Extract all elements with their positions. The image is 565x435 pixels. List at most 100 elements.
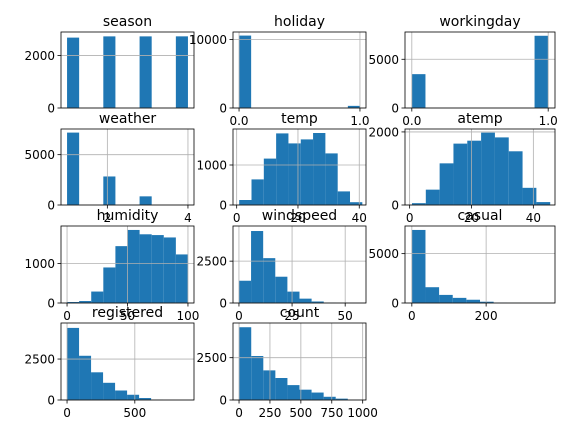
casual-y-tick-label: 0 <box>391 297 399 311</box>
registered-x-tick-label: 500 <box>123 406 146 420</box>
registered-x-tick-label: 0 <box>63 406 71 420</box>
season-y-tick-label: 2000 <box>24 49 55 63</box>
temp-histogram-bar <box>239 200 252 205</box>
windspeed-x-tick-label: 0 <box>235 309 243 323</box>
subplot-season: 0 2000 season <box>24 14 195 116</box>
weather-y-tick-label: 0 <box>47 199 55 213</box>
temp-y-tick-label: 1000 <box>196 159 227 173</box>
temp-histogram-bar <box>350 202 363 205</box>
count-histogram-bar <box>299 389 312 400</box>
workingday-y-tick-label: 0 <box>391 102 399 116</box>
subplot-weather: 2 4 0 5000 weather <box>24 111 195 225</box>
windspeed-histogram-bar <box>238 280 252 303</box>
atemp-histogram-bar <box>481 132 495 205</box>
casual-histogram-bar <box>439 294 453 303</box>
casual-subplot-title: casual <box>458 208 503 224</box>
windspeed-histogram-bar <box>251 231 264 303</box>
registered-histogram-bar <box>115 390 128 400</box>
humidity-histogram-bar <box>139 234 152 303</box>
temp-y-tick-label: 0 <box>219 199 227 213</box>
atemp-histogram-bar <box>411 203 426 205</box>
humidity-histogram-bar <box>115 246 128 303</box>
count-x-tick-label: 1000 <box>347 406 378 420</box>
holiday-histogram-bar <box>347 105 360 108</box>
humidity-histogram-bar <box>91 291 104 303</box>
workingday-subplot-title: workingday <box>439 14 520 30</box>
humidity-histogram-bar <box>175 254 188 303</box>
registered-histogram-bar <box>103 382 116 400</box>
count-histogram-bar <box>251 356 264 400</box>
temp-x-tick-label: 0 <box>233 211 241 225</box>
registered-y-tick-label: 0 <box>47 394 55 408</box>
casual-histogram-bar <box>452 297 467 303</box>
humidity-x-tick-label: 100 <box>177 309 200 323</box>
atemp-histogram-bar <box>453 143 468 205</box>
temp-histogram-bar <box>276 133 289 205</box>
subplot-holiday: 0.0 1.0 0 10000 holiday <box>189 14 370 128</box>
casual-histogram-bar <box>466 299 480 303</box>
humidity-x-tick-label: 0 <box>63 309 71 323</box>
windspeed-histogram-bar <box>287 291 300 303</box>
registered-histogram-bar <box>139 398 152 400</box>
registered-histogram-bar <box>127 394 140 400</box>
atemp-histogram-bar <box>508 151 523 205</box>
atemp-x-tick-label: 20 <box>464 211 479 225</box>
workingday-axes-frame <box>404 31 556 109</box>
workingday-histogram-bar <box>411 74 426 108</box>
humidity-histogram-bar <box>79 301 92 303</box>
temp-x-tick-label: 40 <box>352 211 367 225</box>
weather-histogram-bar <box>139 196 152 205</box>
atemp-histogram-bar <box>522 187 537 205</box>
registered-subplot-title: registered <box>92 305 163 321</box>
temp-subplot-title: temp <box>281 111 318 127</box>
weather-axes-frame <box>60 128 195 206</box>
subplot-atemp: 0 20 40 0 2000 atemp <box>368 111 556 225</box>
season-subplot-title: season <box>103 14 152 30</box>
atemp-subplot-title: atemp <box>457 111 502 127</box>
atemp-histogram-bar <box>439 163 454 205</box>
season-histogram-bar <box>103 36 116 108</box>
atemp-y-tick-label: 2000 <box>368 125 399 139</box>
workingday-histogram-bar <box>534 35 549 108</box>
casual-y-tick-label: 5000 <box>368 247 399 261</box>
windspeed-y-tick-label: 2500 <box>196 255 227 269</box>
holiday-axes-frame <box>232 31 367 109</box>
holiday-histogram-bar <box>239 35 252 109</box>
count-x-tick-label: 500 <box>289 406 312 420</box>
holiday-x-tick-label: 0.0 <box>229 114 248 128</box>
holiday-x-tick-label: 1.0 <box>350 114 369 128</box>
season-axes-frame <box>60 31 195 109</box>
count-histogram-bar <box>275 378 288 400</box>
humidity-histogram-bar <box>103 267 116 303</box>
humidity-histogram-bar <box>151 235 164 303</box>
subplot-registered: 0 500 0 2500 registered <box>24 305 195 420</box>
workingday-x-tick-label: 0.0 <box>402 114 421 128</box>
workingday-x-tick-label: 1.0 <box>539 114 558 128</box>
count-histogram-bar <box>311 392 324 400</box>
windspeed-histogram-bar <box>299 298 312 303</box>
count-histogram-bar <box>263 370 276 400</box>
temp-histogram-bar <box>251 179 264 205</box>
temp-histogram-bar <box>263 158 277 205</box>
weather-x-tick-label: 2 <box>104 211 112 225</box>
holiday-subplot-title: holiday <box>274 14 325 30</box>
temp-axes-frame <box>232 128 367 206</box>
count-x-tick-label: 0 <box>235 406 243 420</box>
weather-x-tick-label: 4 <box>184 211 192 225</box>
atemp-histogram-bar <box>494 137 509 205</box>
registered-axes-frame <box>60 322 195 401</box>
count-histogram-bar <box>239 327 252 400</box>
windspeed-x-tick-label: 50 <box>338 309 353 323</box>
atemp-x-tick-label: 0 <box>406 211 414 225</box>
casual-x-tick-label: 200 <box>475 309 498 323</box>
windspeed-axes-frame <box>232 225 367 304</box>
registered-histogram-bar <box>67 327 80 400</box>
temp-histogram-bar <box>325 153 338 205</box>
registered-y-tick-label: 2500 <box>24 353 55 367</box>
casual-x-tick-label: 0 <box>408 309 416 323</box>
casual-histogram-bar <box>480 301 494 303</box>
count-x-tick-label: 750 <box>320 406 343 420</box>
